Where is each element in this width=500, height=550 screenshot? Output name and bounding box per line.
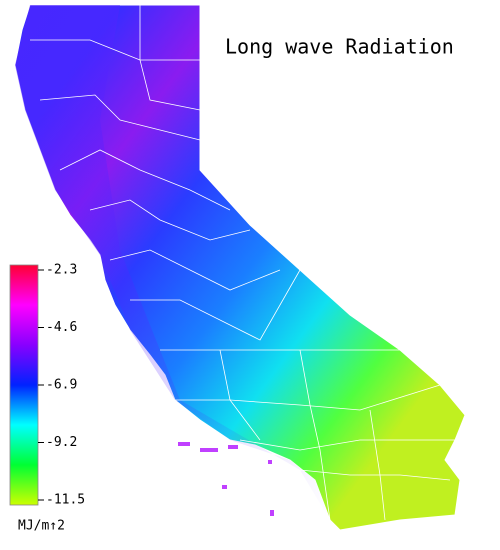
tick-label: -6.9: [46, 378, 77, 393]
colorbar-ramp: [9, 264, 39, 506]
colorbar: -2.3 -4.6 -6.9 -9.2 -11.5: [9, 263, 85, 508]
tick-label: -4.6: [46, 320, 77, 335]
state-shape: [14, 4, 466, 531]
county-lines: [30, 5, 455, 521]
california: [14, 4, 466, 531]
islands: [178, 442, 274, 516]
coast-shade: [15, 5, 330, 520]
map-title: Long wave Radiation: [225, 35, 454, 59]
tick-label: -9.2: [46, 435, 77, 450]
tick-label: -11.5: [46, 493, 85, 508]
tick-label: -2.3: [46, 263, 77, 278]
colorbar-label: MJ/m↑2: [18, 519, 65, 534]
